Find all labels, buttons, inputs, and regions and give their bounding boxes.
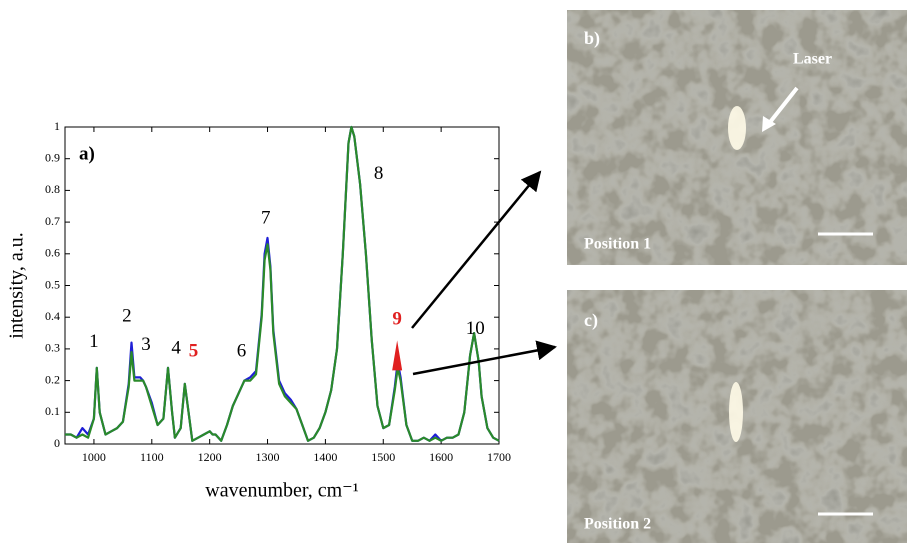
pointer-arrow	[411, 170, 542, 329]
x-axis-label: wavenumber, cm⁻¹	[205, 480, 358, 502]
caption: Position 2	[584, 516, 651, 533]
peak-label: 7	[261, 207, 271, 228]
peak-label: 9	[392, 309, 402, 330]
micrograph: c) Position 2	[567, 290, 907, 543]
y-tick-label: 0.1	[45, 404, 60, 418]
y-tick-label: 0.8	[45, 182, 60, 196]
laser-spot	[728, 106, 746, 150]
pointer-arrow	[412, 340, 557, 376]
peak-label: 3	[141, 334, 151, 355]
micrograph: b) Laser Position 1	[567, 10, 907, 265]
peak-label: 10	[466, 318, 485, 339]
peak-label: 6	[237, 340, 247, 361]
panel-label: b)	[584, 28, 600, 49]
laser-arrowhead	[762, 116, 776, 132]
x-tick-label: 1600	[429, 450, 453, 464]
spectrum-line	[65, 125, 500, 442]
x-tick-label: 1700	[487, 450, 511, 464]
laser-spot	[729, 382, 743, 442]
peak-label: 2	[122, 306, 132, 327]
annotation: Laser	[793, 51, 832, 68]
y-tick-label: 0.4	[45, 309, 60, 323]
peak-label: 1	[89, 331, 99, 352]
plot: 0 0.1 0.2 0.3 0.4 0.5 0.6 0.7 0.8 0.9 1 1000 1100 120…	[6, 119, 511, 502]
panel-label: a)	[79, 143, 95, 164]
y-tick-label: 0	[54, 436, 60, 450]
y-tick-label: 1	[54, 119, 60, 133]
x-tick-label: 1500	[371, 450, 395, 464]
y-tick-label: 0.6	[45, 246, 60, 260]
y-tick-label: 0.3	[45, 341, 60, 355]
laser-arrow	[765, 86, 799, 128]
peak-label: 8	[374, 163, 384, 184]
y-tick-label: 0.7	[45, 214, 60, 228]
panel-label: c)	[584, 310, 598, 331]
y-tick-label: 0.2	[45, 372, 60, 386]
caption: Position 1	[584, 236, 651, 253]
x-tick-label: 1200	[198, 450, 222, 464]
peak-label: 5	[189, 340, 199, 361]
plot-frame	[64, 126, 500, 445]
x-tick-label: 1000	[82, 450, 106, 464]
y-tick-label: 0.9	[45, 150, 60, 164]
x-tick-label: 1300	[256, 450, 280, 464]
peak-marker	[392, 340, 403, 371]
peak-label: 4	[171, 337, 181, 358]
x-tick-label: 1100	[140, 450, 164, 464]
y-axis-label: intensity, a.u.	[6, 232, 28, 338]
y-tick-label: 0.5	[45, 277, 60, 291]
x-tick-label: 1400	[313, 450, 337, 464]
